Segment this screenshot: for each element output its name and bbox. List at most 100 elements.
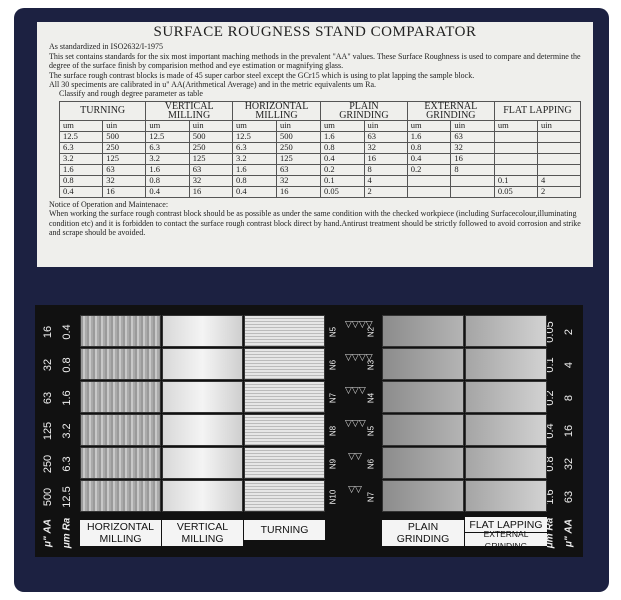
sample-block <box>465 447 547 479</box>
scale-value: 16 <box>563 424 575 437</box>
finish-symbol: ▽▽▽▽ <box>345 320 373 330</box>
table-cell: 16 <box>363 152 408 165</box>
sample-block <box>80 447 161 479</box>
table-cell <box>537 130 581 143</box>
sample-block <box>162 447 243 479</box>
table-cell <box>406 185 452 198</box>
table-cell: 32 <box>363 141 408 154</box>
table-cell: 0.8 <box>58 174 104 187</box>
table-cell: 125 <box>102 152 147 165</box>
table-cell: 63 <box>450 130 495 143</box>
sample-block <box>465 315 547 347</box>
table-cell: 1.6 <box>406 130 452 143</box>
table-cell: 500 <box>276 130 322 143</box>
sample-block <box>80 381 161 413</box>
method-label: PLAIN GRINDING <box>382 520 464 546</box>
sample-block <box>465 480 547 512</box>
scale-value: 8 <box>563 394 575 401</box>
table-cell <box>493 141 539 154</box>
scale-value: 500 <box>42 487 54 506</box>
grade-label: N8 <box>328 425 338 436</box>
table-cell: 1.6 <box>145 163 190 176</box>
unit-header: uin <box>188 119 233 132</box>
table-cell <box>493 130 539 143</box>
method-label: VERTICAL MILLING <box>162 520 243 546</box>
intro-line: Classify and rough degree parameter as t… <box>59 89 203 99</box>
unit-header: uin <box>276 119 322 132</box>
sample-block <box>465 348 547 380</box>
table-cell: 2 <box>363 185 408 198</box>
sample-block <box>244 315 325 347</box>
table-cell: 1.6 <box>58 163 104 176</box>
table-cell: 0.2 <box>406 163 452 176</box>
unit-header: um <box>320 119 365 132</box>
sample-block <box>382 447 464 479</box>
table-cell: 0.4 <box>145 185 190 198</box>
sample-block <box>80 480 161 512</box>
scale-value: 125 <box>42 421 54 440</box>
scale-value: 3.2 <box>61 422 73 439</box>
table-cell: 0.1 <box>493 174 539 187</box>
sample-plate: 16 32 63 125 250 500 μ" AA 0.4 0.8 1.6 3.2 6.3 12.5 μ… <box>35 305 583 557</box>
sample-block <box>382 315 464 347</box>
sample-block <box>162 381 243 413</box>
table-cell <box>537 163 581 176</box>
table-cell <box>450 185 495 198</box>
grade-label: N6 <box>328 359 338 370</box>
sample-block <box>80 414 161 446</box>
table-cell: 32 <box>276 174 322 187</box>
table-cell: 250 <box>188 141 233 154</box>
card-title: SURFACE ROUGNESS STAND COMPARATOR <box>153 24 477 40</box>
table-row: 6.3 250 6.3 250 6.3 250 0.8 32 0.8 32 <box>58 141 581 154</box>
intro-line: The surface rough contrast blocks is mad… <box>49 70 475 80</box>
scale-value: 63 <box>563 490 575 503</box>
grade-label: N7 <box>328 392 338 403</box>
sample-block <box>382 348 464 380</box>
table-row: 1.6 63 1.6 63 1.6 63 0.2 8 0.2 8 <box>58 163 581 176</box>
table-cell: 0.4 <box>320 152 365 165</box>
table-cell: 3.2 <box>145 152 190 165</box>
table-cell: 12.5 <box>231 130 278 143</box>
table-cell: 63 <box>102 163 147 176</box>
unit-header: um <box>493 119 539 132</box>
table-cell: 32 <box>102 174 147 187</box>
table-row: 0.8 32 0.8 32 0.8 32 0.1 4 0.1 4 <box>58 174 581 187</box>
instruction-card: SURFACE ROUGNESS STAND COMPARATOR As sta… <box>37 22 593 267</box>
grade-label: N4 <box>366 392 376 403</box>
unit-row: um uin um uin um uin um uin um uin um uin <box>58 119 581 132</box>
intro-line: As standardized in ISO2632/I-1975 <box>49 42 163 52</box>
intro-line: This set contains standards for the six … <box>49 51 581 71</box>
table-cell <box>450 174 495 187</box>
table-cell: 0.4 <box>231 185 278 198</box>
table-cell <box>493 163 539 176</box>
sample-block <box>162 414 243 446</box>
table-cell: 6.3 <box>145 141 190 154</box>
group-header: VERTICAL MILLING <box>145 100 233 121</box>
scale-value: 12.5 <box>61 485 73 508</box>
table-row: 12.5 500 12.5 500 12.5 500 1.6 63 1.6 63 <box>58 130 581 143</box>
unit-header: um <box>406 119 452 132</box>
table-cell: 4 <box>537 174 581 187</box>
scale-value: 16 <box>42 325 54 338</box>
table-cell: 8 <box>450 163 495 176</box>
sample-block <box>382 414 464 446</box>
table-cell: 500 <box>102 130 147 143</box>
intro-line: All 30 speciments are calibrated in u" A… <box>49 80 377 90</box>
scale-value: 2 <box>563 328 575 335</box>
sample-block <box>465 381 547 413</box>
sample-block <box>244 348 325 380</box>
method-label: TURNING <box>244 520 325 540</box>
group-header: PLAIN GRINDING <box>320 100 408 121</box>
notice-title: Notice of Operation and Maintenace: <box>49 199 169 209</box>
parameter-table: TURNING VERTICAL MILLING HORIZONTAL MILLIN… <box>58 100 582 198</box>
scale-label: μm Ra <box>61 517 73 549</box>
table-cell: 125 <box>188 152 233 165</box>
sample-block <box>80 315 161 347</box>
table-cell: 2 <box>537 185 581 198</box>
sample-block <box>80 348 161 380</box>
unit-header: uin <box>363 119 408 132</box>
unit-header: uin <box>450 119 495 132</box>
scale-label: μ" AA <box>42 519 54 547</box>
table-cell: 0.05 <box>320 185 365 198</box>
unit-header: um <box>58 119 104 132</box>
